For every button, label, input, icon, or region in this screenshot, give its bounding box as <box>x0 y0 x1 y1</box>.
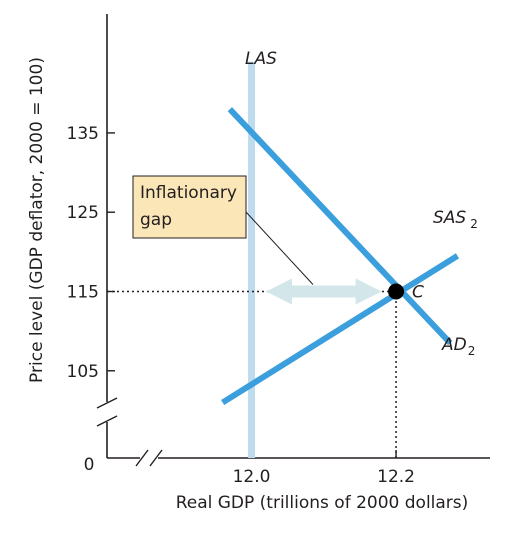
y-axis-break <box>96 397 118 427</box>
inflationary-gap-arrow <box>265 278 382 305</box>
callout-line-1: Inflationary <box>140 183 237 203</box>
x-tick-label: 12.0 <box>233 467 271 487</box>
y-tick-label: 125 <box>67 203 99 223</box>
y-tick-label: 115 <box>67 283 99 303</box>
sas-label: SAS 2 <box>433 208 478 231</box>
x-ticks: 12.0 12.2 <box>233 450 415 487</box>
y-tick-label: 105 <box>67 362 99 382</box>
x-axis-break <box>135 449 163 467</box>
x-axis-title: Real GDP (trillions of 2000 dollars) <box>176 493 469 513</box>
equilibrium-point <box>388 283 405 300</box>
ad-curve <box>227 107 453 346</box>
las-label: LAS <box>245 49 277 69</box>
x-tick-label: 12.2 <box>377 467 415 487</box>
axes: 0 105 115 125 135 12.0 12.2 Real GDP (trilli… <box>27 14 490 513</box>
equilibrium-label: C <box>412 283 424 303</box>
inflationary-gap-callout: Inflationary gap <box>132 175 314 285</box>
callout-line-2: gap <box>140 210 172 230</box>
y-tick-label: 135 <box>67 124 99 144</box>
sas-curve <box>221 253 460 406</box>
callout-box <box>132 175 247 239</box>
origin-label: 0 <box>84 455 95 475</box>
curves <box>221 61 460 458</box>
y-ticks: 105 115 125 135 <box>67 124 115 382</box>
ad-label: AD2 <box>441 335 475 358</box>
callout-leader-line <box>245 211 314 285</box>
y-axis-title: Price level (GDP deflator, 2000 = 100) <box>27 57 47 383</box>
